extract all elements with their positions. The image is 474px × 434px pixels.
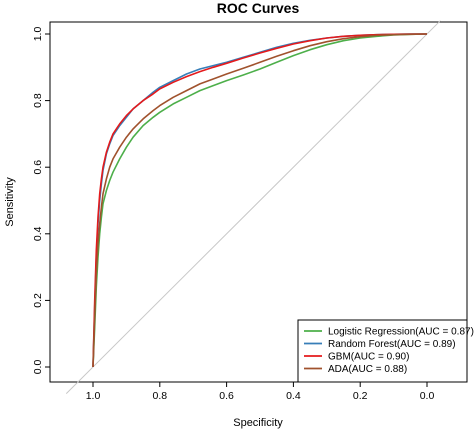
x-tick-label: 0.0 <box>420 390 435 402</box>
legend-label-2: Random Forest(AUC = 0.89) <box>328 339 456 350</box>
chart-title: ROC Curves <box>217 0 300 16</box>
reference-line-layer <box>65 20 441 394</box>
y-axis-label: Sensitivity <box>4 177 16 227</box>
series-line-1 <box>92 33 428 368</box>
x-tick-label: 0.8 <box>152 390 167 402</box>
y-tick-label: 0.0 <box>32 360 44 375</box>
y-tick-label: 0.6 <box>32 160 44 175</box>
series-layer <box>92 33 428 368</box>
x-axis-label: Specificity <box>233 417 283 429</box>
y-tick-label: 0.2 <box>32 293 44 308</box>
x-tick-label: 0.2 <box>353 390 368 402</box>
x-tick-label: 1.0 <box>86 390 101 402</box>
legend-label-3: GBM(AUC = 0.90) <box>328 352 409 363</box>
series-line-4 <box>92 33 428 368</box>
x-tick-label: 0.6 <box>219 390 234 402</box>
reference-diagonal-line <box>65 20 441 394</box>
legend: Logistic Regression(AUC = 0.87)Random Fo… <box>297 319 474 383</box>
y-tick-label: 1.0 <box>32 27 44 42</box>
legend-label-4: ADA(AUC = 0.88) <box>328 364 407 375</box>
y-tick-label: 0.8 <box>32 93 44 108</box>
x-axis: 1.0 0.8 0.6 0.4 0.2 0.0 <box>86 382 435 402</box>
y-axis: 0.0 0.2 0.4 0.6 0.8 1.0 <box>32 27 50 375</box>
x-tick-label: 0.4 <box>286 390 301 402</box>
plot-frame <box>49 21 468 383</box>
legend-label-1: Logistic Regression(AUC = 0.87) <box>328 327 474 338</box>
y-tick-label: 0.4 <box>32 226 44 241</box>
legend-box <box>297 319 468 383</box>
series-line-3 <box>92 33 427 368</box>
